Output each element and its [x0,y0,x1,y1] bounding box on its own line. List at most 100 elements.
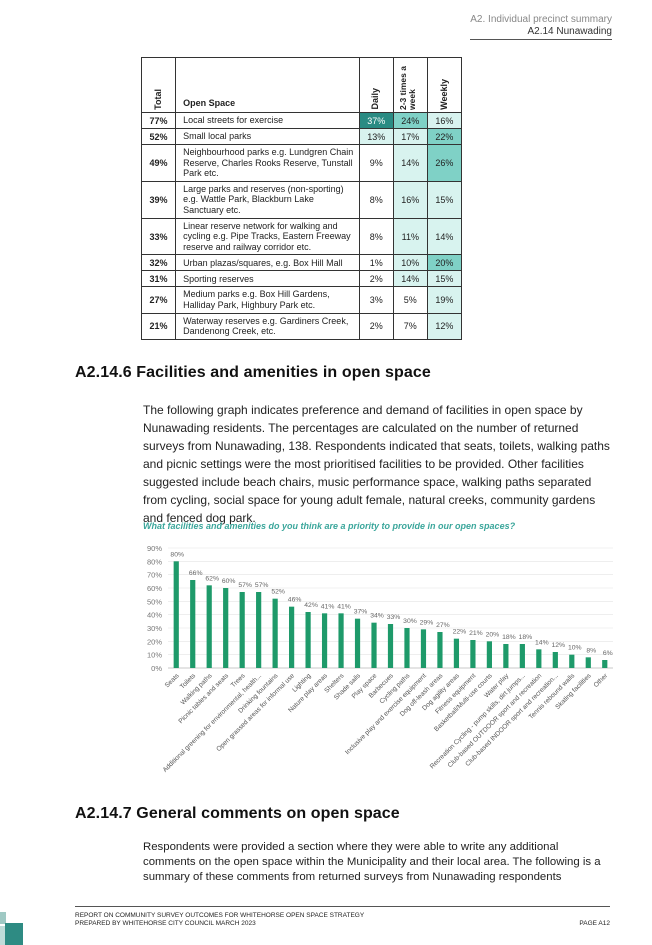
row-two-three: 17% [392,128,428,145]
bar [569,654,575,668]
row-weekly: 14% [426,217,463,256]
y-tick-label: 50% [147,597,162,606]
bar [486,641,492,668]
bar-value-label: 62% [205,575,219,582]
row-open-space: Linear reserve network for walking and c… [175,217,360,256]
header-open-space: Open Space [175,57,360,113]
row-daily: 2% [358,312,394,340]
row-two-three: 11% [392,217,428,256]
row-two-three: 14% [392,144,428,182]
bar [354,618,361,668]
facilities-paragraph: The following graph indicates preference… [143,403,610,525]
table-header-row: Total Open Space Daily 2-3 times a week … [140,57,463,113]
row-daily: 8% [358,180,394,219]
bar-value-label: 37% [354,609,368,616]
bar-value-label: 10% [568,645,582,652]
row-weekly: 26% [426,144,463,182]
y-tick-label: 70% [147,571,162,580]
bar [437,632,443,668]
decorative-block [5,923,23,945]
decorative-block [0,926,5,945]
bar-value-label: 18% [519,634,533,641]
row-weekly: 22% [426,128,463,145]
bar-value-label: 42% [304,602,318,609]
page-number: PAGE A12 [579,920,610,927]
bar [552,652,558,668]
bar-value-label: 8% [586,647,596,654]
open-space-usage-table: Total Open Space Daily 2-3 times a week … [140,57,463,340]
row-daily: 3% [358,286,394,314]
y-tick-label: 0% [151,664,162,673]
row-daily: 2% [358,270,394,288]
bar [470,640,476,668]
y-tick-label: 30% [147,624,162,633]
bar [387,624,394,668]
footer-divider [75,906,610,907]
row-open-space: Local streets for exercise [175,112,360,129]
row-weekly: 20% [426,254,463,272]
row-total: 33% [140,217,177,256]
bar-value-label: 60% [222,578,236,585]
row-two-three: 10% [392,254,428,272]
bar-value-label: 33% [387,614,401,621]
bar-value-label: 21% [469,630,483,637]
bar [305,612,311,668]
row-two-three: 14% [392,270,428,288]
category-label: Other [593,672,610,689]
bar [272,598,278,668]
row-open-space: Waterway reserves e.g. Gardiners Creek, … [175,312,360,340]
bar-value-label: 66% [189,570,203,577]
row-open-space: Small local parks [175,128,360,145]
chart-title: What facilities and amenities do you thi… [143,521,516,531]
section-heading-comments: A2.14.7 General comments on open space [75,805,400,822]
bar [519,644,525,668]
bar-value-label: 22% [453,629,467,636]
bar-value-label: 6% [603,650,613,657]
bar-value-label: 46% [288,597,302,604]
y-tick-label: 80% [147,557,162,566]
row-open-space: Urban plazas/squares, e.g. Box Hill Mall [175,254,360,272]
row-daily: 8% [358,217,394,256]
bar-value-label: 29% [420,619,434,626]
bar-value-label: 41% [321,603,335,610]
header-daily: Daily [358,57,394,113]
row-total: 77% [140,112,177,129]
row-open-space: Neighbourhood parks e.g. Lundgren Chain … [175,144,360,182]
footer-line-1: REPORT ON COMMUNITY SURVEY OUTCOMES FOR … [75,912,365,919]
row-daily: 13% [358,128,394,145]
row-total: 39% [140,180,177,219]
table-row: 77% Local streets for exercise 37% 24% 16% [140,112,463,129]
row-weekly: 19% [426,286,463,314]
y-tick-label: 40% [147,611,162,620]
row-open-space: Large parks and reserves (non-sporting) … [175,180,360,219]
header-two-three: 2-3 times a week [392,57,428,113]
row-weekly: 15% [426,270,463,288]
header-subsection: A2.14 Nunawading [470,26,612,40]
row-daily: 1% [358,254,394,272]
row-total: 31% [140,270,177,288]
bar-value-label: 30% [403,618,417,625]
table-row: 32% Urban plazas/squares, e.g. Box Hill M… [140,254,463,272]
row-daily: 37% [358,112,394,129]
row-two-three: 16% [392,180,428,219]
bar-value-label: 57% [255,582,269,589]
table-row: 49% Neighbourhood parks e.g. Lundgren Cha… [140,144,463,182]
row-weekly: 15% [426,180,463,219]
comments-paragraph: Respondents were provided a section wher… [143,841,601,883]
table-row: 27% Medium parks e.g. Box Hill Gardens, H… [140,286,463,314]
y-tick-label: 20% [147,637,162,646]
bar [173,561,179,668]
bar [371,622,377,668]
bar [503,644,509,668]
facilities-bar-chart: 0% 10% 20% 30% 40% 50% 60% 70% 80% 90% 80% Seats 66%… [147,544,613,774]
row-weekly: 12% [426,312,463,340]
table-row: 33% Linear reserve network for walking an… [140,217,463,256]
bar-value-label: 41% [337,603,351,610]
row-total: 21% [140,312,177,340]
table-row: 52% Small local parks 13% 17% 22% [140,128,463,145]
bar [338,613,344,668]
row-weekly: 16% [426,112,463,129]
bar [420,629,427,668]
page-header: A2. Individual precinct summary A2.14 Nu… [470,14,612,40]
bar-value-label: 20% [486,631,500,638]
